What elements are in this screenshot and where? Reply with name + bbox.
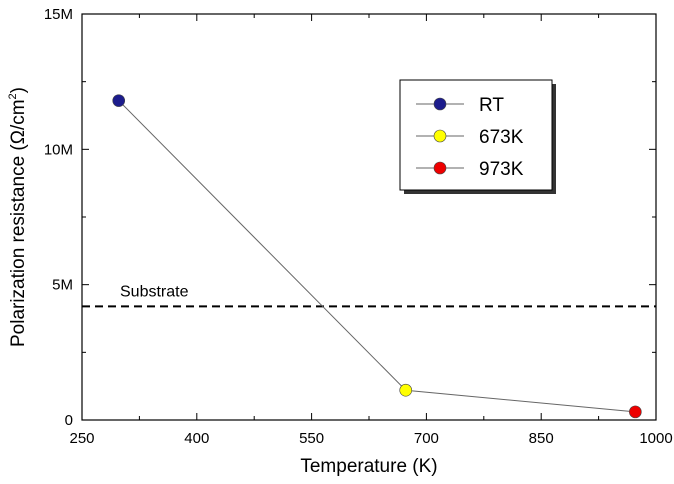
data-points — [112, 94, 642, 419]
series-line-group — [118, 100, 636, 413]
x-axis-title: Temperature (K) — [300, 456, 437, 477]
legend-label-rt: RT — [479, 95, 504, 116]
x-tick-label: 850 — [529, 430, 554, 447]
legend-label-973k: 973K — [479, 159, 524, 180]
x-tick-label: 550 — [299, 430, 324, 447]
y-axis-title: Polarization resistance (Ω/cm2) — [7, 87, 29, 347]
y-tick-label: 5M — [52, 277, 73, 294]
y-tick-label: 10M — [44, 141, 73, 158]
x-tick-label: 250 — [69, 430, 94, 447]
data-point-rt — [112, 94, 126, 107]
legend-marker — [433, 161, 447, 175]
data-point-973k — [629, 405, 642, 419]
legend-label-673k: 673K — [479, 127, 524, 148]
reference-line-group: Substrate — [82, 283, 656, 308]
x-tick-label: 700 — [414, 430, 439, 447]
substrate-label: Substrate — [120, 283, 189, 300]
y-axis-title-main: Polarization resistance (Ω/cm — [8, 99, 29, 347]
y-axis-title-superscript: 2 — [7, 93, 19, 99]
data-point-673k — [399, 383, 413, 397]
legend: RT 673K 973K — [399, 79, 556, 194]
x-tick-label: 1000 — [639, 430, 672, 447]
y-tick-label: 15M — [44, 6, 73, 23]
y-axis-title-close: ) — [8, 87, 29, 93]
connecting-line — [118, 100, 636, 413]
x-tick-label: 400 — [184, 430, 209, 447]
legend-box — [399, 79, 553, 191]
plot-frame — [81, 13, 657, 421]
y-tick-label: 0 — [65, 412, 73, 429]
legend-marker — [433, 97, 447, 111]
y-axis-ticks: 0 5M 10M 15M — [44, 6, 656, 429]
x-axis-ticks: 250 400 550 700 850 1000 — [69, 14, 673, 447]
legend-marker — [433, 129, 447, 143]
